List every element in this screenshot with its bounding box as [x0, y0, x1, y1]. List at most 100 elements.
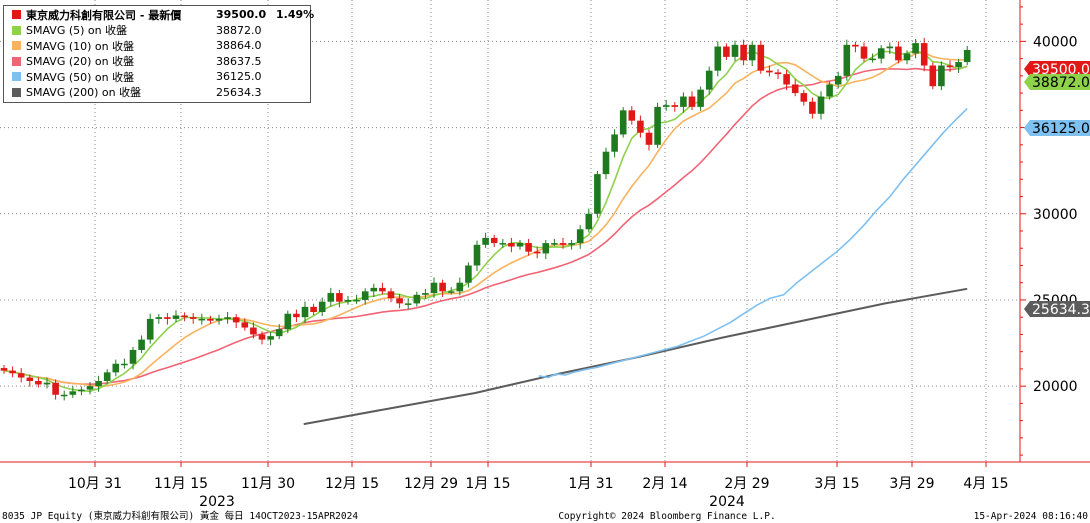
- candle-body: [791, 84, 799, 94]
- last-value-box: [1024, 74, 1090, 90]
- footer-left: 8035 JP Equity (東京威力科創有限公司) 黃金 每日 14OCT2…: [2, 510, 358, 522]
- candle-body: [112, 363, 120, 373]
- candle-body: [465, 265, 472, 283]
- candle-body: [413, 294, 421, 304]
- candle-body: [103, 372, 111, 381]
- legend-value: 38637.5: [216, 54, 262, 68]
- candle-body: [731, 44, 739, 57]
- ma20-line: [3, 65, 968, 386]
- y-tick-label: 40000: [1033, 34, 1078, 50]
- candle-body: [602, 151, 610, 175]
- candle-body: [611, 134, 618, 152]
- candle-body: [258, 334, 266, 340]
- last-value-label: 38872.0: [1024, 74, 1090, 91]
- candle-body: [783, 74, 790, 85]
- candle-body: [301, 306, 309, 318]
- candle-body: [516, 243, 524, 247]
- candle-body: [843, 44, 851, 76]
- candle-body: [447, 291, 455, 293]
- candle-body: [499, 243, 507, 245]
- candle-body: [809, 101, 816, 114]
- x-tick-label: 11月 30: [241, 476, 295, 492]
- candle-body: [903, 53, 911, 61]
- x-year-label: 2024: [709, 494, 745, 510]
- x-tick-label: 10月 31: [68, 476, 122, 492]
- candle-body: [241, 322, 249, 328]
- candle-body: [0, 368, 8, 371]
- candle-body: [69, 391, 77, 395]
- candle-body: [860, 46, 868, 59]
- candle-body: [817, 96, 825, 114]
- candle-body: [138, 339, 145, 350]
- y-tick-label: 30000: [1033, 207, 1078, 223]
- candle-body: [508, 243, 515, 247]
- legend-row-ma20: SMAVG (20) on 收盤 38637.5: [4, 54, 310, 70]
- candle-body: [774, 72, 782, 75]
- candle-body: [181, 315, 188, 318]
- candle-body: [533, 251, 541, 254]
- x-year-label: 2023: [199, 494, 235, 510]
- candle-body: [723, 46, 730, 57]
- ma200-line: [303, 287, 968, 426]
- legend-row-ma200: SMAVG (200) on 收盤 25634.3: [4, 85, 310, 101]
- candle-body: [52, 382, 59, 395]
- candle-body: [189, 317, 197, 319]
- candle-body: [576, 229, 584, 244]
- legend-value: 36125.0: [216, 70, 262, 84]
- legend-swatch: [12, 72, 21, 82]
- chart-legend: 東京威力科創有限公司 - 最新價 39500.0 1.49% SMAVG (5)…: [3, 5, 315, 103]
- candle-body: [688, 96, 696, 107]
- ma5-line: [3, 49, 968, 393]
- candle-body: [525, 243, 532, 252]
- footer-right: 15-Apr-2024 08:16:40: [974, 511, 1089, 522]
- legend-value: 38864.0: [216, 39, 262, 53]
- candle-body: [86, 386, 94, 390]
- ma10-line: [3, 51, 968, 388]
- candle-body: [912, 43, 919, 54]
- candle-body: [318, 301, 326, 313]
- candle-body: [215, 318, 223, 321]
- candle-body: [172, 315, 180, 319]
- x-tick-label: 2月 29: [724, 476, 769, 492]
- candle-body: [293, 313, 300, 318]
- candle-body: [542, 243, 550, 254]
- candle-body: [705, 70, 713, 90]
- candle-body: [766, 70, 773, 73]
- candle-body: [714, 46, 722, 71]
- last-value-text: 25634.3: [1032, 302, 1090, 318]
- x-tick-label: 3月 15: [814, 476, 859, 492]
- candle-body: [387, 291, 395, 299]
- legend-label: SMAVG (200) on 收盤: [26, 86, 142, 100]
- y-tick-label: 20000: [1033, 379, 1078, 395]
- candle-body: [490, 237, 498, 244]
- candle-body: [877, 48, 885, 59]
- candle-body: [637, 120, 644, 133]
- candle-body: [404, 303, 412, 305]
- candle-body: [155, 317, 163, 319]
- candle-body: [757, 44, 765, 71]
- last-value-text: 36125.0: [1032, 121, 1090, 137]
- candle-body: [594, 174, 601, 214]
- candle-body: [852, 44, 859, 47]
- legend-title-change: 1.49%: [276, 8, 315, 22]
- candle-body: [748, 44, 756, 61]
- x-tick-label: 12月 29: [404, 476, 458, 492]
- candle-body: [680, 96, 687, 107]
- legend-row-price: 東京威力科創有限公司 - 最新價 39500.0 1.49%: [4, 7, 315, 23]
- last-value-box: [1024, 61, 1090, 77]
- candle-body: [422, 293, 429, 295]
- candle-body: [938, 65, 945, 87]
- legend-label: SMAVG (50) on 收盤: [26, 70, 135, 84]
- x-tick-label: 3月 29: [889, 476, 934, 492]
- candle-body: [17, 373, 25, 378]
- candle-body: [628, 110, 636, 121]
- legend-value: 38872.0: [216, 23, 262, 37]
- candle-body: [456, 282, 464, 292]
- candle-body: [895, 46, 902, 61]
- candle-body: [559, 243, 567, 245]
- candle-body: [662, 105, 670, 107]
- candle-body: [826, 84, 833, 97]
- candle-body: [439, 282, 446, 292]
